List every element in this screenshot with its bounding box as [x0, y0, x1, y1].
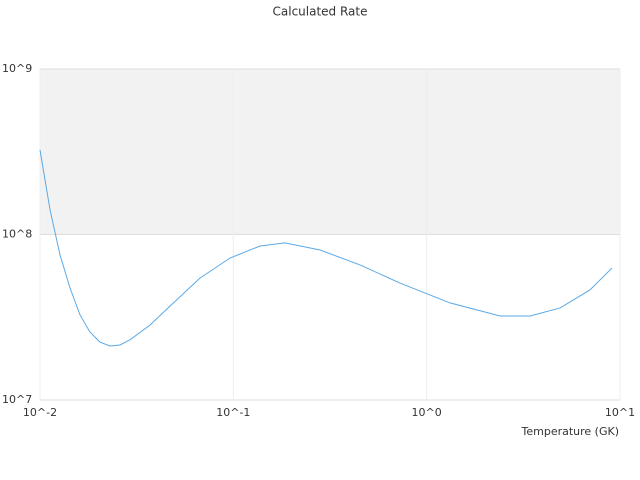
plot-band	[40, 69, 620, 235]
y-tick-label: 10^9	[2, 62, 32, 75]
x-axis-label: Temperature (GK)	[521, 425, 620, 438]
x-tick-label: 10^-1	[216, 406, 250, 419]
x-tick-label: 10^-2	[23, 406, 57, 419]
chart-title: Calculated Rate	[273, 5, 368, 19]
x-tick-label: 10^0	[412, 406, 442, 419]
x-tick-label: 10^1	[605, 406, 635, 419]
line-series	[39, 149, 613, 347]
y-tick-label: 10^7	[2, 393, 32, 406]
y-tick-label: 10^8	[2, 228, 32, 241]
